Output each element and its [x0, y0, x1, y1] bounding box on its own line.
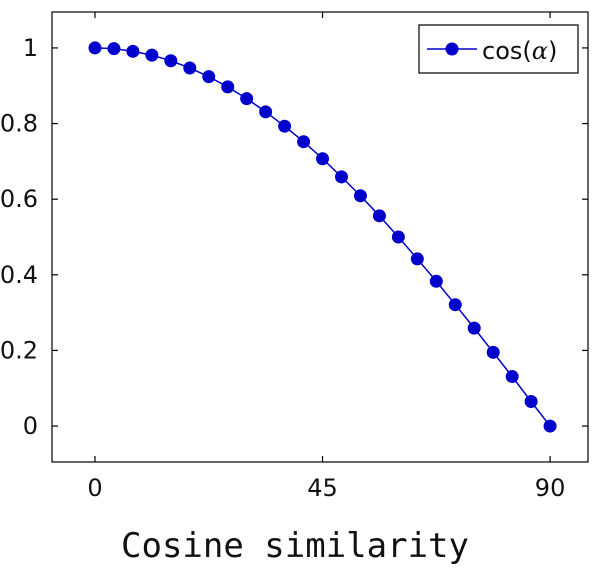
data-point [126, 44, 140, 58]
data-point [183, 61, 197, 75]
data-point [259, 105, 273, 119]
x-tick-label: 90 [535, 474, 566, 502]
data-point [543, 419, 557, 433]
data-point [448, 298, 462, 312]
legend-box [418, 24, 579, 74]
legend-marker-icon [445, 42, 459, 56]
data-point [164, 54, 178, 68]
y-tick-label: 0.4 [0, 261, 38, 289]
y-tick-label: 0.2 [0, 336, 38, 364]
data-point [278, 119, 292, 133]
series-line-cos-alpha [94, 47, 551, 427]
legend: cos(α) [418, 24, 579, 74]
legend-label-close-paren: ) [548, 37, 557, 65]
y-tick-label: 1 [23, 34, 38, 62]
data-point [353, 189, 367, 203]
data-point [202, 70, 216, 84]
y-tick-label: 0 [23, 412, 38, 440]
data-point [240, 92, 254, 106]
plot-frame [51, 11, 589, 463]
legend-label-alpha: α [532, 37, 548, 65]
y-axis-ticks: 0 0.2 0.4 0.6 0.8 1 [0, 34, 588, 440]
data-point [88, 41, 102, 55]
data-point [429, 274, 443, 288]
data-point [524, 394, 538, 408]
data-point [334, 170, 348, 184]
data-point [486, 345, 500, 359]
chart-caption: Cosine similarity [121, 526, 469, 566]
data-point [297, 135, 311, 149]
y-tick-label: 0.8 [0, 110, 38, 138]
legend-label-cos: cos( [482, 37, 532, 65]
x-axis-ticks: 0 45 90 [87, 12, 565, 502]
data-point [221, 80, 235, 94]
x-tick-label: 45 [307, 474, 338, 502]
data-point [505, 370, 519, 384]
data-point [391, 230, 405, 244]
data-point [372, 209, 386, 223]
data-point [467, 321, 481, 335]
data-point [145, 48, 159, 62]
x-tick-label: 0 [87, 474, 102, 502]
series-points-cos-alpha [88, 41, 557, 433]
data-point [107, 42, 121, 56]
legend-label-cos-alpha: cos(α) [482, 37, 557, 65]
y-tick-label: 0.6 [0, 185, 38, 213]
data-point [316, 152, 330, 166]
data-point [410, 252, 424, 266]
